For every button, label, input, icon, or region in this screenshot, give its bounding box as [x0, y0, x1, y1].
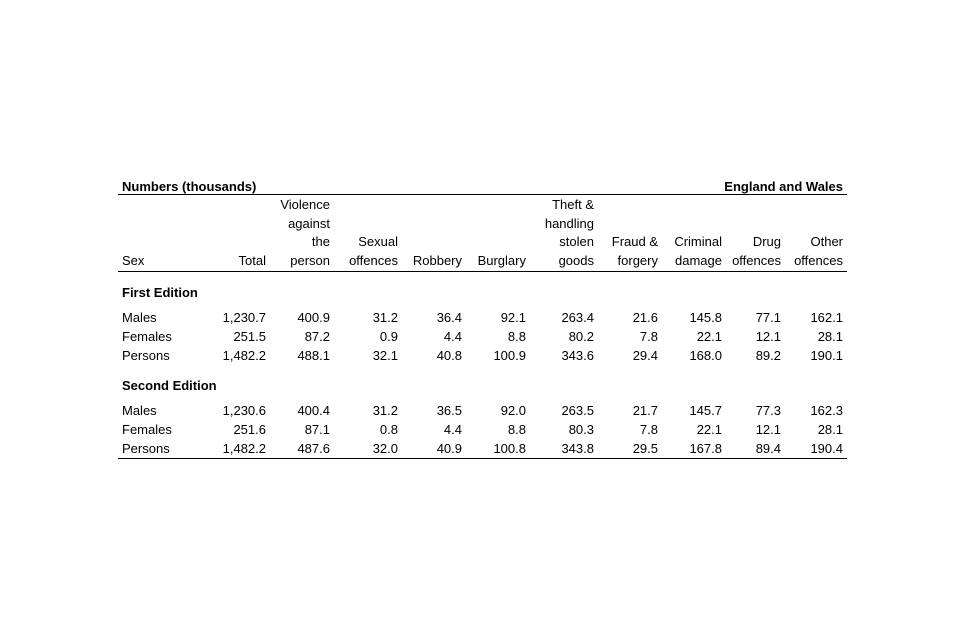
table-row: Females 251.5 87.2 0.9 4.4 8.8 80.2 7.8 22.1 12.1…: [118, 327, 847, 346]
value-cell: 162.3: [810, 403, 843, 418]
value-cell: 36.4: [436, 310, 462, 325]
value-cell: 40.8: [436, 348, 462, 363]
table-body: First Edition Males 1,230.7 400.9 31.2 36.4 92…: [118, 272, 847, 459]
value-cell: 77.3: [755, 403, 781, 418]
value-cell: 36.5: [436, 403, 462, 418]
value-cell: 92.1: [500, 310, 526, 325]
column-header-other-offences: Other offences: [794, 234, 843, 268]
value-cell: 32.0: [334, 439, 402, 459]
row-label-cell: Females: [122, 422, 172, 437]
table-row: Males 1,230.6 400.4 31.2 36.5 92.0 263.5 21.7 14…: [118, 401, 847, 420]
column-header-theft: Theft & handling stolen goods: [544, 197, 594, 268]
table-row: Females 251.6 87.1 0.8 4.4 8.8 80.3 7.8 22.1 12.1…: [118, 420, 847, 439]
value-cell: 263.4: [561, 310, 594, 325]
value-cell: 8.8: [507, 422, 526, 437]
value-cell: 77.1: [755, 310, 781, 325]
column-header-sexual-offences: Sexual offences: [349, 234, 398, 268]
value-cell: 487.6: [270, 439, 334, 459]
column-header-burglary: Burglary: [477, 252, 526, 268]
table-row: Persons 1,482.2 488.1 32.1 40.8 100.9 343.6 29.…: [118, 346, 847, 365]
value-cell: 22.1: [696, 329, 722, 344]
offences-table: Sex Total Violence against the person Se…: [118, 195, 847, 459]
column-header-total: Total: [238, 252, 266, 268]
value-cell: 343.6: [561, 348, 594, 363]
value-cell: 100.9: [493, 348, 526, 363]
value-cell: 40.9: [402, 439, 466, 459]
table-row: Persons 1,482.2 487.6 32.0 40.9 100.8 343.8 29.…: [118, 439, 847, 459]
value-cell: 89.2: [755, 348, 781, 363]
value-cell: 1,230.7: [222, 310, 266, 325]
value-cell: 400.9: [297, 310, 330, 325]
statistics-table-panel: Numbers (thousands) England and Wales Se…: [118, 177, 847, 459]
value-cell: 4.4: [443, 329, 462, 344]
value-cell: 145.8: [689, 310, 722, 325]
row-label-cell: Males: [122, 310, 157, 325]
value-cell: 4.4: [443, 422, 462, 437]
value-cell: 162.1: [810, 310, 843, 325]
value-cell: 1,482.2: [222, 348, 266, 363]
value-cell: 80.3: [568, 422, 594, 437]
column-header-sex: Sex: [122, 252, 145, 268]
value-cell: 0.9: [379, 329, 398, 344]
column-header-violence: Violence against the person: [280, 197, 330, 268]
row-label-cell: Males: [122, 403, 157, 418]
value-cell: 488.1: [297, 348, 330, 363]
table-caption-row: Numbers (thousands) England and Wales: [118, 177, 847, 195]
section-header-row: First Edition: [118, 272, 847, 305]
value-cell: 145.7: [689, 403, 722, 418]
region-label: England and Wales: [724, 179, 843, 194]
row-label-cell: Persons: [118, 439, 188, 459]
value-cell: 400.4: [297, 403, 330, 418]
value-cell: 167.8: [662, 439, 726, 459]
column-header-robbery: Robbery: [412, 252, 462, 268]
value-cell: 29.4: [632, 348, 658, 363]
value-cell: 87.1: [304, 422, 330, 437]
value-cell: 190.4: [785, 439, 847, 459]
value-cell: 190.1: [810, 348, 843, 363]
value-cell: 168.0: [689, 348, 722, 363]
value-cell: 21.7: [632, 403, 658, 418]
value-cell: 263.5: [561, 403, 594, 418]
value-cell: 8.8: [507, 329, 526, 344]
value-cell: 31.2: [372, 310, 398, 325]
value-cell: 7.8: [639, 422, 658, 437]
value-cell: 251.5: [233, 329, 266, 344]
value-cell: 87.2: [304, 329, 330, 344]
value-cell: 89.4: [726, 439, 785, 459]
value-cell: 29.5: [598, 439, 662, 459]
value-cell: 251.6: [233, 422, 266, 437]
value-cell: 12.1: [755, 422, 781, 437]
section-header-row: Second Edition: [118, 365, 847, 397]
value-cell: 100.8: [466, 439, 530, 459]
value-cell: 0.8: [379, 422, 398, 437]
value-cell: 31.2: [372, 403, 398, 418]
value-cell: 12.1: [755, 329, 781, 344]
value-cell: 21.6: [632, 310, 658, 325]
section-title: Second Edition: [122, 377, 217, 393]
value-cell: 80.2: [568, 329, 594, 344]
value-cell: 92.0: [500, 403, 526, 418]
value-cell: 343.8: [530, 439, 598, 459]
row-label-cell: Females: [122, 329, 172, 344]
value-cell: 1,230.6: [222, 403, 266, 418]
value-cell: 28.1: [817, 329, 843, 344]
value-cell: 7.8: [639, 329, 658, 344]
value-cell: 28.1: [817, 422, 843, 437]
value-cell: 22.1: [696, 422, 722, 437]
table-row: Males 1,230.7 400.9 31.2 36.4 92.1 263.4 21.6 14…: [118, 308, 847, 327]
row-label-cell: Persons: [122, 348, 170, 363]
value-cell: 32.1: [372, 348, 398, 363]
column-header-fraud: Fraud & forgery: [611, 234, 658, 268]
section-title: First Edition: [122, 284, 198, 300]
column-header-drug-offences: Drug offences: [732, 234, 781, 268]
table-header-row: Sex Total Violence against the person Se…: [118, 195, 847, 272]
units-label: Numbers (thousands): [122, 179, 257, 194]
value-cell: 1,482.2: [188, 439, 270, 459]
column-header-criminal-damage: Criminal damage: [674, 234, 722, 268]
